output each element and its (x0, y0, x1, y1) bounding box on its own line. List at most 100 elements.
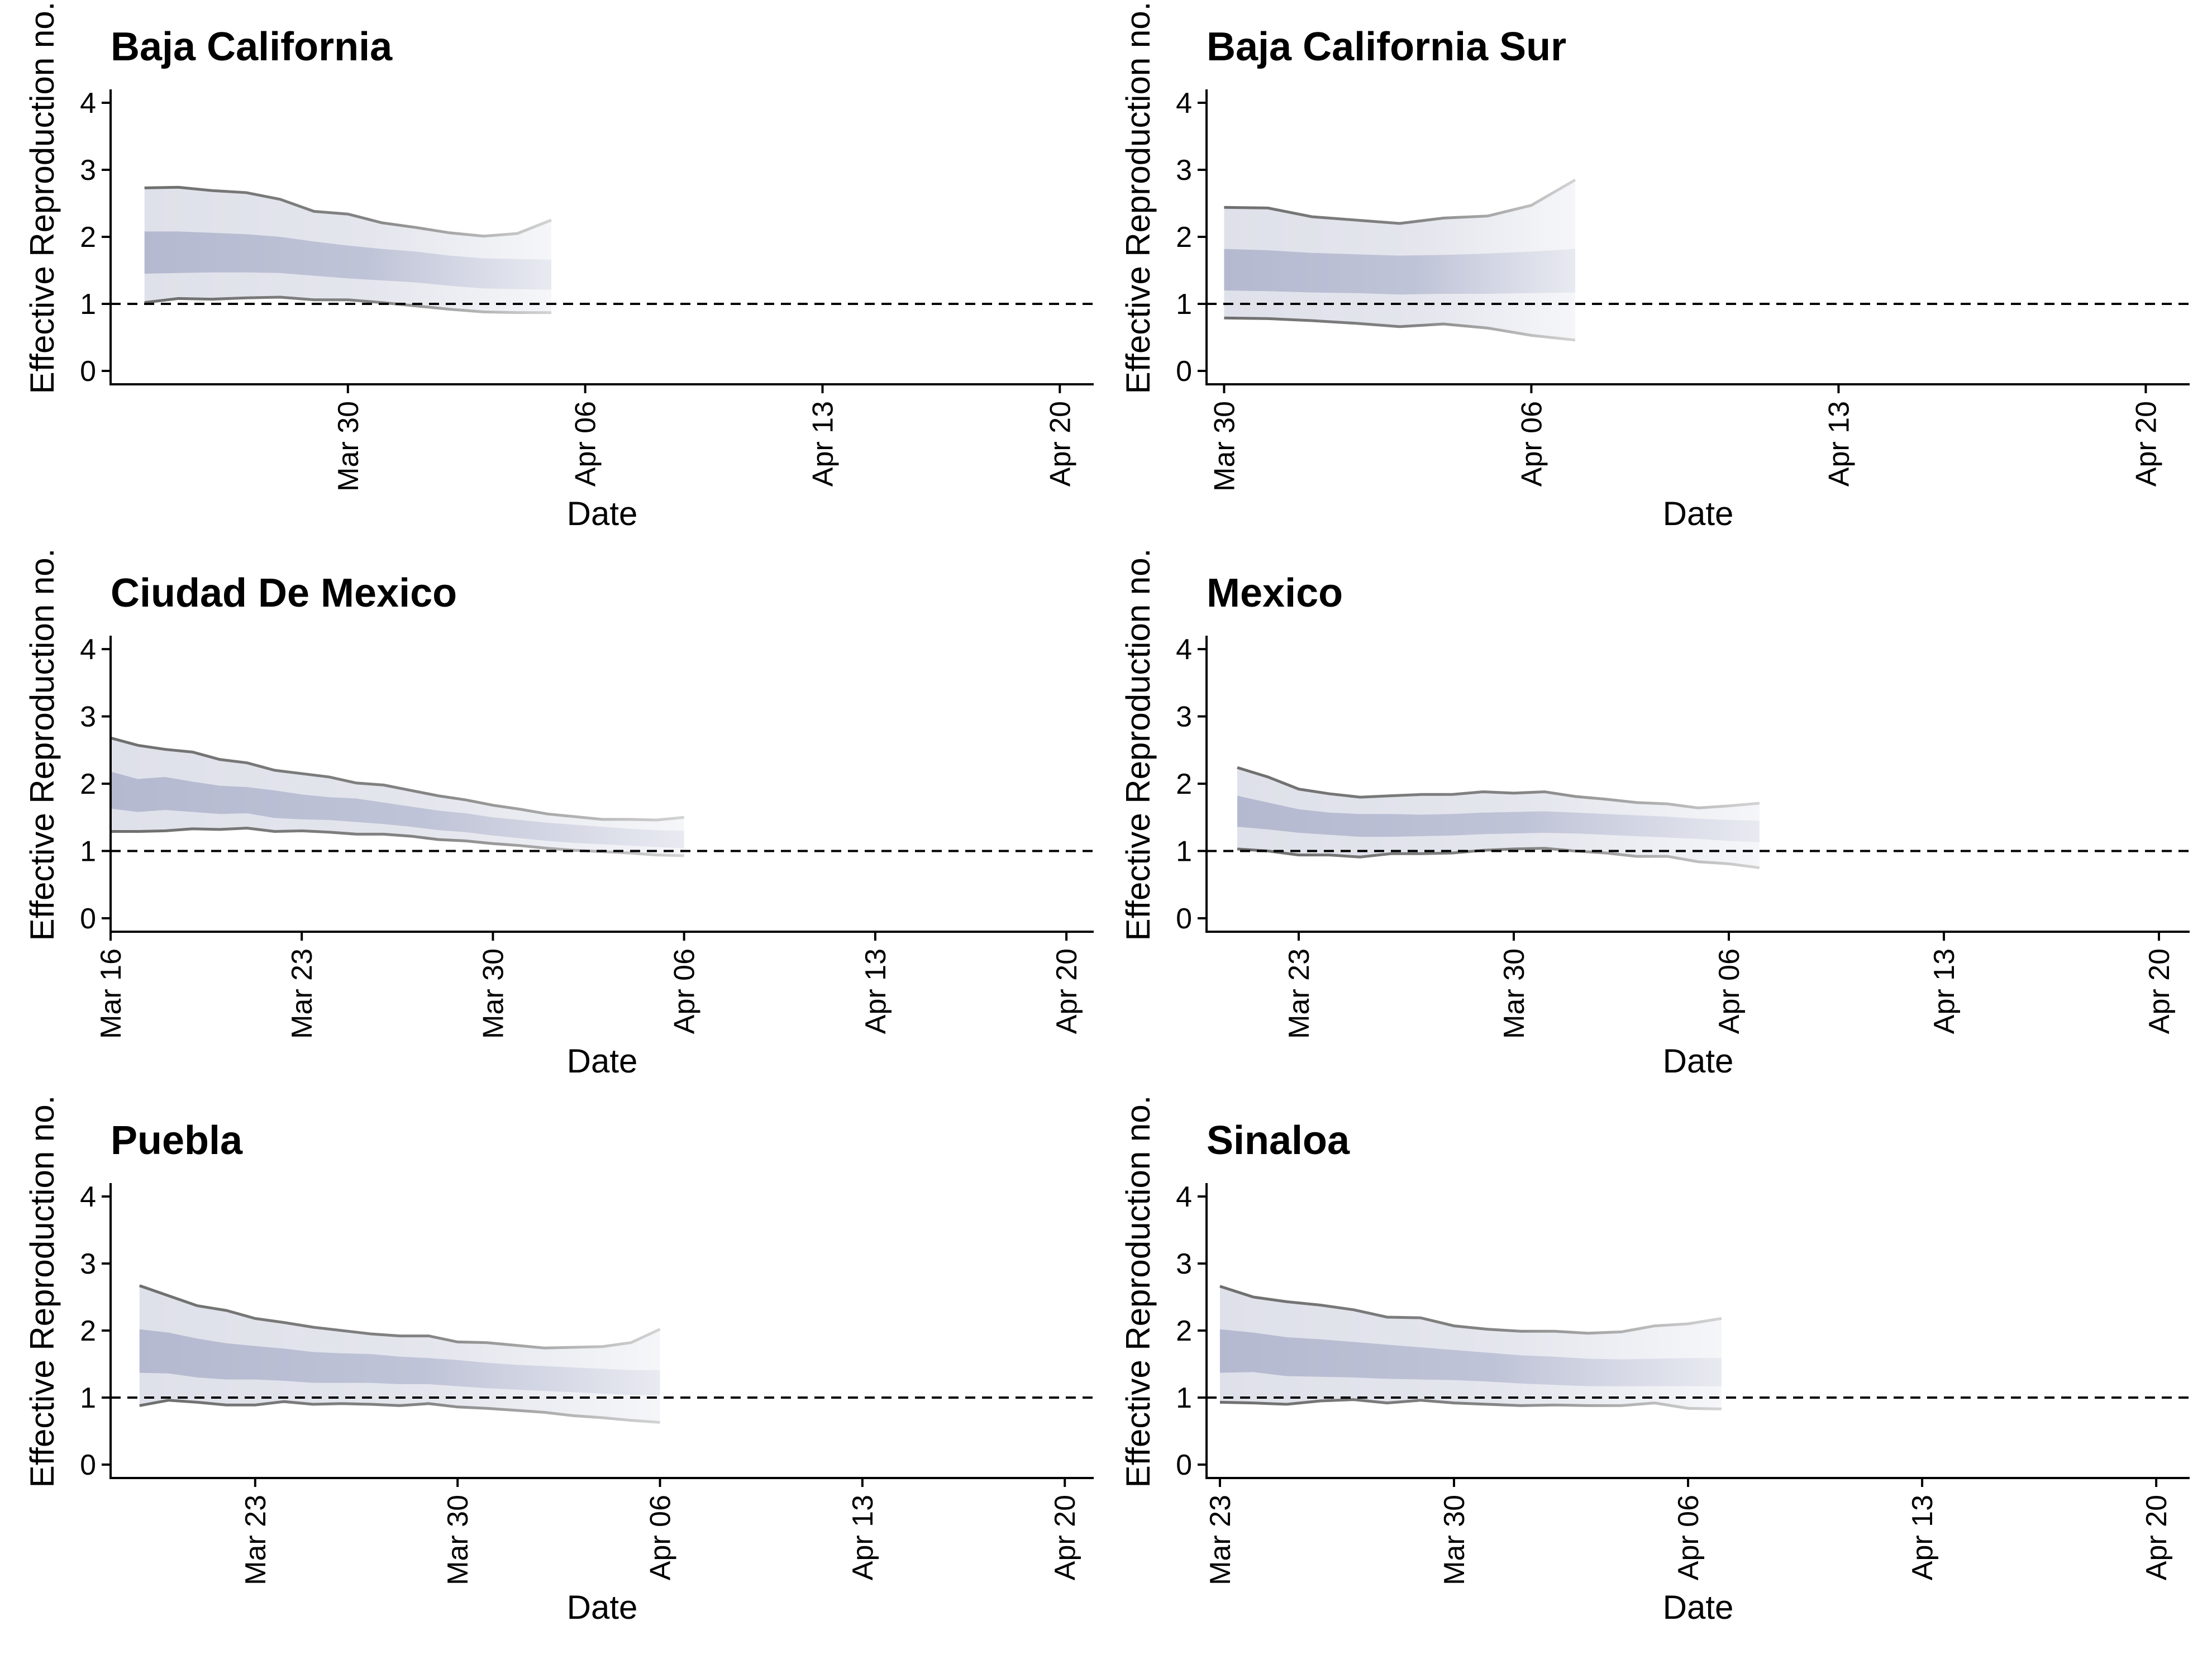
inner-credible-band (139, 1329, 660, 1396)
upper-bound-line (139, 1284, 661, 1350)
panel-5: 0 1 2 3 4 Mar 23 Mar 30 Apr 06 Apr 13 Apr 20 Puebl… (23, 1095, 1094, 1626)
y-tick-label: 3 (1176, 154, 1192, 187)
x-axis-title: Date (567, 1589, 638, 1626)
inner-credible-band (1219, 1329, 1722, 1386)
estimate-bands (1237, 766, 1760, 870)
y-tick-label: 0 (80, 1449, 96, 1481)
x-tick-label: Mar 30 (477, 948, 509, 1039)
y-tick-label: 1 (1176, 835, 1192, 867)
lower-bound-line (1224, 316, 1576, 342)
x-tick-label: Apr 20 (1051, 948, 1083, 1034)
y-axis-title: Effective Reproduction no. (23, 549, 61, 941)
y-tick-label: 4 (1176, 633, 1192, 666)
x-tick-label: Mar 30 (1438, 1495, 1471, 1585)
x-axis-title: Date (1663, 495, 1734, 532)
y-tick-label: 3 (80, 154, 96, 187)
panel-title: Ciudad De Mexico (111, 571, 457, 616)
panel-1: 0 1 2 3 4 Mar 30 Apr 06 Apr 13 Apr 20 Baja Califo… (23, 2, 1094, 532)
y-axis-title: Effective Reproduction no. (23, 1095, 61, 1488)
y-tick-label: 4 (1176, 1181, 1192, 1213)
panel-title: Mexico (1207, 571, 1343, 616)
inner-credible-band (1224, 249, 1575, 295)
x-axis-title: Date (567, 1042, 638, 1080)
x-tick-label: Mar 30 (1208, 401, 1241, 492)
x-tick-label: Apr 06 (669, 948, 701, 1034)
x-tick-label: Mar 23 (1283, 948, 1315, 1039)
x-tick-label: Mar 23 (286, 948, 318, 1039)
y-tick-label: 2 (1176, 1315, 1192, 1347)
y-tick-label: 2 (1176, 221, 1192, 254)
y-tick-label: 0 (80, 355, 96, 388)
y-tick-label: 3 (80, 1248, 96, 1280)
x-tick-label: Apr 06 (1672, 1495, 1705, 1580)
upper-bound-line (110, 736, 684, 822)
lower-bound-line (139, 1399, 660, 1424)
y-tick-label: 1 (1176, 288, 1192, 321)
y-tick-label: 1 (80, 1382, 96, 1414)
y-tick-label: 1 (1176, 1382, 1192, 1414)
upper-bound-line (1219, 1285, 1722, 1335)
x-tick-label: Apr 20 (2130, 401, 2162, 487)
y-axis-title: Effective Reproduction no. (1119, 2, 1157, 394)
x-tick-label: Apr 13 (860, 948, 892, 1034)
x-tick-label: Mar 30 (442, 1495, 474, 1585)
inner-credible-band (1237, 795, 1760, 842)
upper-bound-line (1224, 178, 1576, 225)
x-tick-label: Apr 20 (2143, 948, 2176, 1034)
y-tick-label: 4 (1176, 87, 1192, 120)
panel-3: 0 1 2 3 4 Mar 16 Mar 23 Mar 30 Apr 06 Apr 13 Apr 2… (23, 549, 1094, 1080)
y-axis-title: Effective Reproduction no. (1119, 1095, 1157, 1488)
y-tick-label: 4 (80, 633, 96, 666)
y-tick-label: 2 (80, 221, 96, 254)
x-tick-label: Apr 13 (1823, 401, 1855, 487)
x-tick-label: Mar 30 (1498, 948, 1531, 1039)
y-tick-label: 4 (80, 87, 96, 120)
x-tick-label: Mar 23 (1204, 1495, 1237, 1585)
x-tick-label: Mar 16 (95, 948, 127, 1039)
y-tick-label: 2 (1176, 768, 1192, 800)
panel-4: 0 1 2 3 4 Mar 23 Mar 30 Apr 06 Apr 13 Apr 20 Mexic… (1119, 549, 2190, 1080)
x-axis-title: Date (567, 495, 638, 532)
panel-title: Baja California (111, 25, 393, 69)
y-tick-label: 2 (80, 1315, 96, 1347)
lower-bound-line (1219, 1398, 1722, 1410)
y-tick-label: 3 (1176, 701, 1192, 733)
panel-title: Baja California Sur (1207, 25, 1566, 69)
x-tick-label: Apr 20 (1044, 401, 1076, 487)
estimate-bands (1224, 178, 1576, 342)
upper-bound-line (144, 185, 552, 238)
x-tick-label: Mar 30 (332, 401, 365, 492)
x-tick-label: Apr 20 (2141, 1495, 2173, 1580)
x-tick-label: Apr 06 (1713, 948, 1746, 1034)
upper-bound-line (1237, 766, 1760, 809)
inner-credible-band (111, 771, 684, 848)
x-tick-label: Apr 13 (807, 401, 839, 487)
x-tick-label: Apr 13 (1906, 1495, 1939, 1580)
y-tick-label: 0 (1176, 1449, 1192, 1481)
x-tick-label: Apr 06 (645, 1495, 677, 1580)
x-tick-label: Apr 13 (847, 1495, 879, 1580)
panel-title: Sinaloa (1207, 1118, 1350, 1163)
x-axis-title: Date (1663, 1589, 1734, 1626)
lower-bound-line (144, 295, 551, 314)
estimate-bands (144, 185, 552, 314)
x-tick-label: Apr 13 (1928, 948, 1961, 1034)
inner-credible-band (144, 231, 551, 290)
x-tick-label: Apr 06 (1515, 401, 1548, 487)
y-tick-label: 0 (1176, 903, 1192, 935)
panel-2: 0 1 2 3 4 Mar 30 Apr 06 Apr 13 Apr 20 Baja Califo… (1119, 2, 2190, 532)
x-tick-label: Mar 23 (240, 1495, 272, 1585)
x-tick-label: Apr 06 (570, 401, 602, 487)
y-tick-label: 1 (80, 288, 96, 321)
y-tick-label: 4 (80, 1181, 96, 1213)
x-axis-title: Date (1663, 1042, 1734, 1080)
x-tick-label: Apr 20 (1049, 1495, 1081, 1580)
panel-6: 0 1 2 3 4 Mar 23 Mar 30 Apr 06 Apr 13 Apr 20 Sinal… (1119, 1095, 2190, 1626)
y-axis-title: Effective Reproduction no. (23, 2, 61, 394)
y-tick-label: 1 (80, 835, 96, 867)
y-tick-label: 2 (80, 768, 96, 800)
y-tick-label: 3 (80, 701, 96, 733)
y-tick-label: 0 (80, 903, 96, 935)
estimate-bands (139, 1284, 661, 1424)
